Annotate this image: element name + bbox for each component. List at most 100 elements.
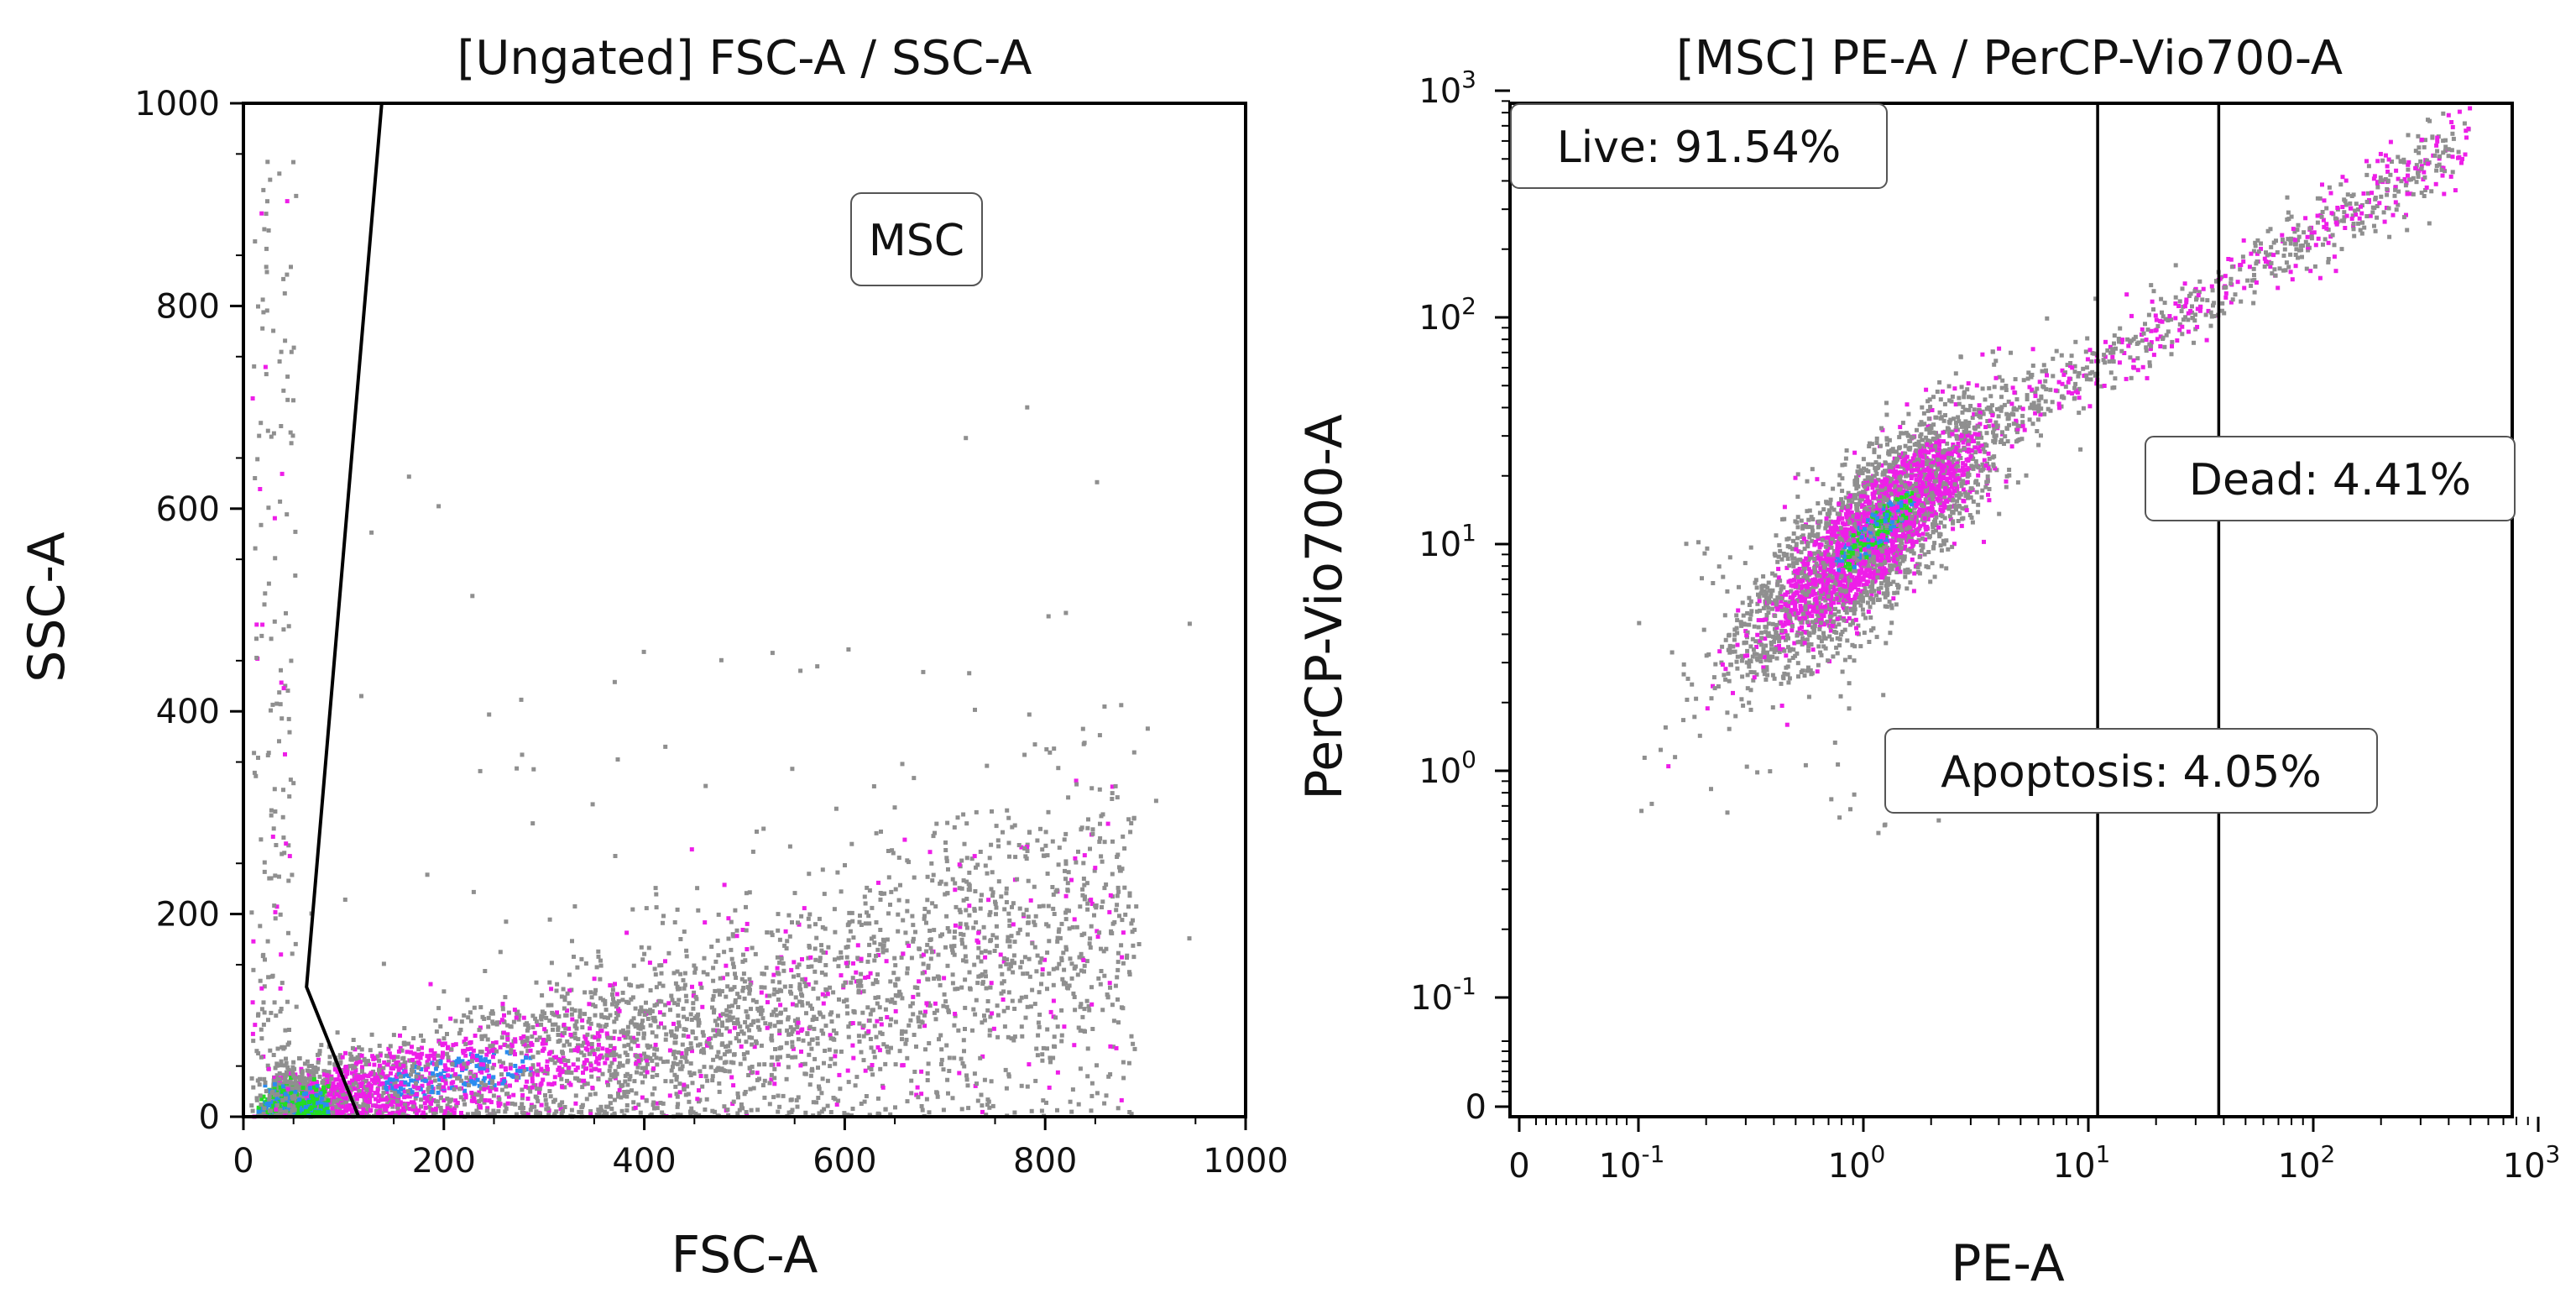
left-event-point xyxy=(595,1047,600,1052)
right-x-axis-title: PE-A xyxy=(1951,1234,2064,1293)
left-event-point xyxy=(938,879,943,884)
left-event-point xyxy=(478,1025,483,1030)
left-event-point xyxy=(689,847,694,852)
left-event-point xyxy=(369,530,374,535)
left-event-point xyxy=(1052,746,1057,751)
left-event-point xyxy=(379,1069,384,1074)
left-event-point xyxy=(888,1023,893,1028)
left-event-point xyxy=(275,1046,280,1051)
left-event-point xyxy=(390,1099,395,1104)
left-event-point xyxy=(945,963,950,968)
left-event-point xyxy=(504,1050,509,1055)
left-event-point xyxy=(1110,1045,1116,1050)
left-event-point xyxy=(856,990,861,995)
left-event-point xyxy=(325,1106,330,1111)
left-event-point xyxy=(1001,959,1006,964)
left-event-point xyxy=(610,987,615,992)
left-event-point xyxy=(272,1076,277,1081)
left-event-point xyxy=(952,935,957,940)
left-event-point xyxy=(857,1039,862,1044)
left-event-point xyxy=(644,1097,649,1102)
left-event-point xyxy=(684,954,689,959)
left-event-point xyxy=(978,850,983,854)
left-event-point xyxy=(1067,983,1072,988)
left-event-point xyxy=(778,1019,783,1024)
left-event-point xyxy=(659,1021,663,1026)
left-event-point xyxy=(1052,912,1057,916)
left-event-point xyxy=(1043,830,1048,835)
left-event-point xyxy=(368,1083,374,1088)
left-event-point xyxy=(1034,1046,1039,1051)
left-event-point xyxy=(828,1110,833,1114)
left-event-point xyxy=(403,1069,408,1074)
left-event-point xyxy=(1082,931,1087,936)
left-event-point xyxy=(597,1034,602,1039)
left-event-point xyxy=(572,955,576,959)
left-event-point xyxy=(499,1087,504,1092)
left-event-point xyxy=(985,763,990,768)
left-event-point xyxy=(287,1028,291,1032)
left-event-point xyxy=(387,1111,392,1116)
left-event-point xyxy=(345,1066,350,1071)
left-event-point xyxy=(519,1050,524,1055)
left-event-point xyxy=(981,924,986,929)
left-event-point xyxy=(896,856,901,860)
left-event-point xyxy=(930,901,935,906)
left-event-point xyxy=(337,1111,342,1116)
left-event-point xyxy=(1072,917,1077,922)
left-event-point xyxy=(845,1113,850,1118)
left-event-point xyxy=(509,1050,513,1055)
left-event-point xyxy=(384,1090,389,1094)
left-event-point xyxy=(271,1105,276,1110)
left-event-point xyxy=(933,904,938,908)
left-event-point xyxy=(1004,891,1009,896)
left-event-point xyxy=(641,1035,646,1040)
left-event-point xyxy=(1010,998,1015,1003)
left-event-point xyxy=(1062,967,1067,972)
left-event-point xyxy=(699,985,704,990)
left-event-point xyxy=(957,862,962,867)
left-event-point xyxy=(1126,817,1131,822)
left-event-point xyxy=(886,1050,891,1055)
left-event-point xyxy=(775,1057,780,1062)
left-event-point xyxy=(813,969,818,974)
left-event-point xyxy=(990,890,995,895)
left-event-point xyxy=(400,1074,405,1079)
left-event-point xyxy=(261,1000,266,1005)
left-event-point xyxy=(648,1023,653,1028)
left-event-point xyxy=(249,1103,254,1108)
left-event-point xyxy=(1079,951,1084,956)
left-event-point xyxy=(282,1063,287,1068)
left-event-point xyxy=(316,1057,321,1062)
left-event-point xyxy=(535,1023,540,1028)
left-event-point xyxy=(565,1039,570,1044)
left-event-point xyxy=(943,999,948,1004)
left-event-point xyxy=(678,1113,683,1118)
left-event-point xyxy=(431,1097,436,1102)
left-event-point xyxy=(402,1095,407,1100)
left-event-point xyxy=(488,1112,493,1117)
left-event-point xyxy=(1051,982,1056,987)
left-event-point xyxy=(358,1094,363,1098)
left-event-point xyxy=(285,374,290,380)
left-event-point xyxy=(787,934,792,939)
left-event-point xyxy=(266,751,271,756)
left-event-point xyxy=(747,890,752,895)
left-event-point xyxy=(549,961,554,966)
left-event-point xyxy=(553,1022,558,1027)
left-event-point xyxy=(478,1005,483,1010)
left-event-point xyxy=(1117,865,1121,870)
left-event-point xyxy=(958,921,963,926)
left-event-point xyxy=(438,1074,443,1079)
left-event-point xyxy=(266,1018,270,1023)
left-event-point xyxy=(646,945,651,950)
left-event-point xyxy=(736,1032,740,1036)
left-event-point xyxy=(759,1012,764,1017)
left-event-point xyxy=(464,1064,469,1069)
left-event-point xyxy=(933,1001,938,1006)
left-event-point xyxy=(453,1018,458,1024)
left-event-point xyxy=(985,999,990,1003)
left-event-point xyxy=(505,1092,510,1097)
right-event-point xyxy=(1934,528,1938,533)
left-event-point xyxy=(1086,1003,1091,1008)
